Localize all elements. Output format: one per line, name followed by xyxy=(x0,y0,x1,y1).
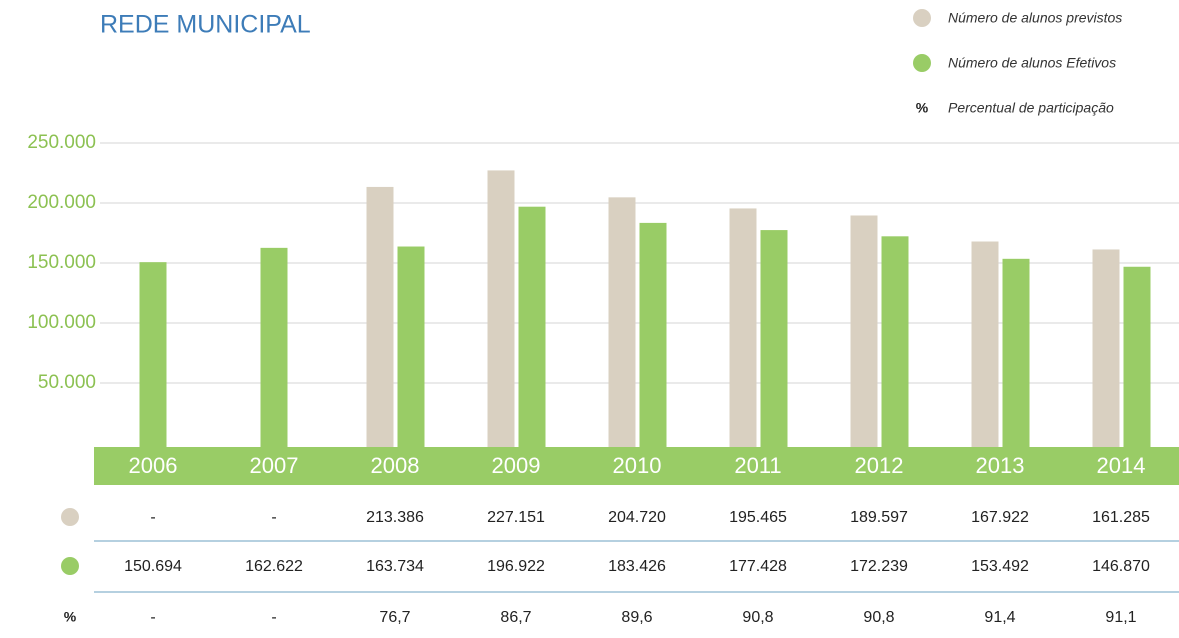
table-cell: 213.386 xyxy=(366,509,424,526)
table-cell: 183.426 xyxy=(608,558,666,575)
table-cell: 195.465 xyxy=(729,509,787,526)
table-cell: - xyxy=(150,609,155,626)
table-cell: 91,4 xyxy=(984,609,1015,626)
x-tick-label: 2011 xyxy=(734,453,781,478)
row-icon: % xyxy=(64,609,77,625)
table-cell: 172.239 xyxy=(850,558,908,575)
table-cell: 91,1 xyxy=(1105,609,1136,626)
x-tick-label: 2008 xyxy=(371,453,420,478)
table-cell: 146.870 xyxy=(1092,558,1150,575)
bar xyxy=(1092,249,1120,447)
bar xyxy=(1123,266,1151,447)
y-tick-label: 250.000 xyxy=(27,132,96,153)
bar xyxy=(608,197,636,447)
bar xyxy=(487,170,515,447)
legend-label: Número de alunos previstos xyxy=(948,10,1122,26)
bar xyxy=(639,222,667,447)
category-band xyxy=(94,447,1179,485)
bar xyxy=(518,206,546,447)
y-tick-label: 50.000 xyxy=(38,372,96,393)
bar xyxy=(397,246,425,447)
table-cell: 76,7 xyxy=(379,609,410,626)
table-cell: 90,8 xyxy=(742,609,773,626)
table-cell: - xyxy=(271,509,276,526)
y-tick-label: 100.000 xyxy=(27,312,96,333)
table-cell: 196.922 xyxy=(487,558,545,575)
table-cell: 204.720 xyxy=(608,509,666,526)
bar xyxy=(760,230,788,447)
bar xyxy=(850,215,878,447)
table-cell: 150.694 xyxy=(124,558,182,575)
x-tick-label: 2014 xyxy=(1097,453,1146,478)
row-icon xyxy=(61,557,79,575)
x-tick-label: 2009 xyxy=(492,453,541,478)
y-tick-label: 200.000 xyxy=(27,192,96,213)
table-cell: 86,7 xyxy=(500,609,531,626)
x-tick-label: 2010 xyxy=(613,453,662,478)
x-tick-label: 2012 xyxy=(855,453,904,478)
table-cell: 89,6 xyxy=(621,609,652,626)
row-icon xyxy=(61,508,79,526)
table-cell: 163.734 xyxy=(366,558,424,575)
legend-symbol: % xyxy=(916,100,929,116)
table-cell: 177.428 xyxy=(729,558,787,575)
bar xyxy=(1002,258,1030,447)
x-tick-label: 2007 xyxy=(250,453,299,478)
bar xyxy=(260,247,288,447)
bar xyxy=(139,262,167,447)
table-cell: 162.622 xyxy=(245,558,303,575)
table-cell: 161.285 xyxy=(1092,509,1150,526)
x-tick-label: 2013 xyxy=(976,453,1025,478)
bar xyxy=(366,186,394,447)
bar xyxy=(881,236,909,447)
legend-swatch xyxy=(913,9,931,27)
bar xyxy=(729,208,757,447)
table-cell: 227.151 xyxy=(487,509,545,526)
bar xyxy=(971,241,999,447)
table-cell: 153.492 xyxy=(971,558,1029,575)
x-tick-label: 2006 xyxy=(129,453,178,478)
legend-label: Percentual de participação xyxy=(948,100,1114,116)
table-cell: 167.922 xyxy=(971,509,1029,526)
y-tick-label: 150.000 xyxy=(27,252,96,273)
table-cell: - xyxy=(271,609,276,626)
table-cell: 189.597 xyxy=(850,509,908,526)
legend-swatch xyxy=(913,54,931,72)
table-cell: - xyxy=(150,509,155,526)
legend-label: Número de alunos Efetivos xyxy=(948,55,1116,71)
chart-title: REDE MUNICIPAL xyxy=(100,11,311,39)
table-cell: 90,8 xyxy=(863,609,894,626)
